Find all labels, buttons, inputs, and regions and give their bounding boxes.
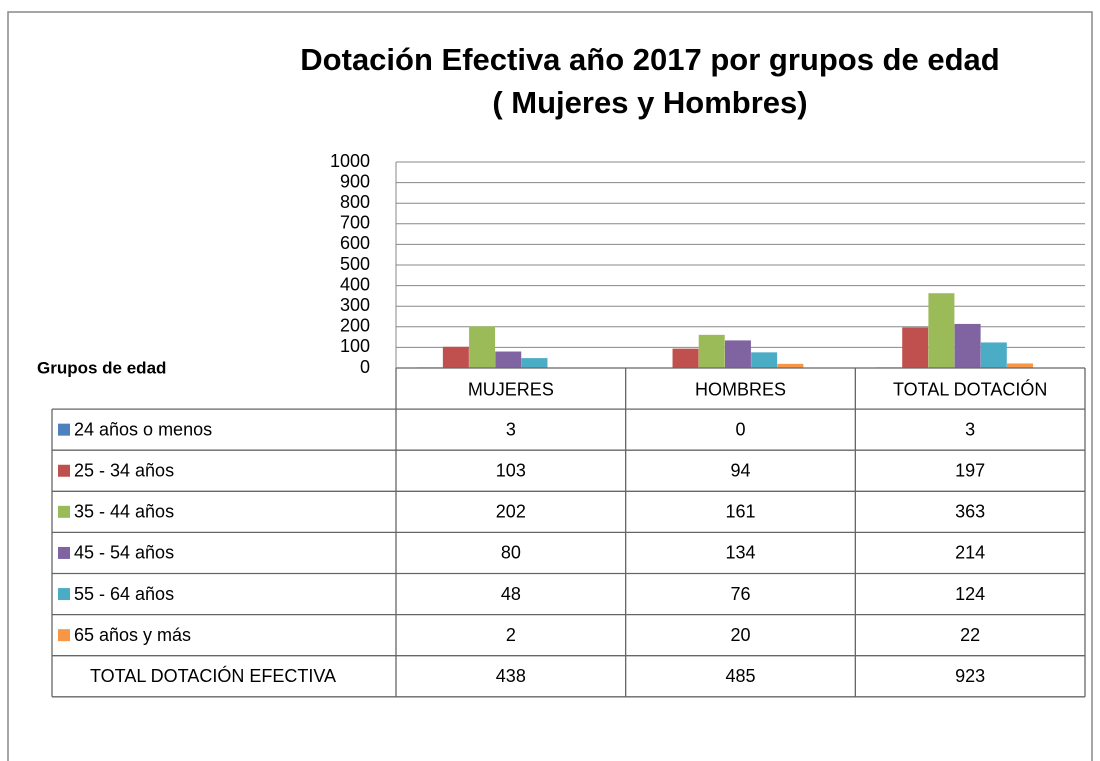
legend-label: 45 - 54 años bbox=[74, 543, 174, 563]
y-tick-label: 200 bbox=[340, 316, 370, 336]
legend-label: 35 - 44 años bbox=[74, 502, 174, 522]
table-cell: 20 bbox=[730, 625, 750, 645]
chart-frame bbox=[7, 11, 1093, 761]
table-cell: 485 bbox=[725, 666, 755, 686]
legend-label: 25 - 34 años bbox=[74, 461, 174, 481]
chart-title: Dotación Efectiva año 2017 por grupos de… bbox=[300, 42, 999, 77]
table-cell: 3 bbox=[506, 419, 516, 439]
legend-key bbox=[58, 423, 70, 436]
legend-key bbox=[58, 588, 70, 601]
table-cell: 0 bbox=[735, 419, 745, 439]
y-tick-label: 100 bbox=[340, 336, 370, 356]
table-cell: 3 bbox=[965, 419, 975, 439]
table-cell: 923 bbox=[955, 666, 985, 686]
legend-key bbox=[58, 629, 70, 642]
table-cell: 363 bbox=[955, 502, 985, 522]
bar bbox=[1007, 363, 1034, 368]
bar bbox=[469, 326, 496, 368]
table-cell: 438 bbox=[496, 666, 526, 686]
table-cell: 22 bbox=[960, 625, 980, 645]
table-cell: 76 bbox=[730, 584, 750, 604]
legend-label: 55 - 64 años bbox=[74, 584, 174, 604]
y-tick-label: 500 bbox=[340, 254, 370, 274]
bar bbox=[495, 351, 522, 368]
y-tick-label: 900 bbox=[340, 171, 370, 191]
legend-key bbox=[58, 464, 70, 477]
bar bbox=[521, 358, 548, 368]
y-tick-label: 0 bbox=[360, 357, 370, 377]
bar bbox=[698, 334, 725, 368]
chart-subtitle: ( Mujeres y Hombres) bbox=[492, 85, 807, 120]
bar bbox=[777, 363, 804, 368]
legend-key bbox=[58, 546, 70, 559]
y-tick-label: 400 bbox=[340, 274, 370, 294]
legend-key bbox=[58, 505, 70, 518]
table-cell: 197 bbox=[955, 461, 985, 481]
bar bbox=[902, 327, 929, 368]
bar bbox=[724, 340, 751, 368]
legend-label: 65 años y más bbox=[74, 625, 191, 645]
bar bbox=[980, 342, 1007, 368]
y-tick-label: 600 bbox=[340, 233, 370, 253]
bar bbox=[954, 323, 981, 368]
total-label: TOTAL DOTACIÓN EFECTIVA bbox=[90, 665, 336, 686]
x-axis-title: Grupos de edad bbox=[37, 358, 166, 377]
bar bbox=[672, 348, 699, 368]
x-tick-label: HOMBRES bbox=[695, 379, 786, 399]
x-tick-label: MUJERES bbox=[468, 379, 554, 399]
table-cell: 134 bbox=[725, 543, 755, 563]
bar bbox=[928, 293, 955, 368]
y-tick-label: 1000 bbox=[330, 151, 370, 171]
table-cell: 48 bbox=[501, 584, 521, 604]
bar bbox=[751, 352, 778, 368]
table-cell: 124 bbox=[955, 584, 985, 604]
table-cell: 202 bbox=[496, 502, 526, 522]
table-cell: 80 bbox=[501, 543, 521, 563]
y-tick-label: 800 bbox=[340, 192, 370, 212]
table-cell: 94 bbox=[730, 461, 750, 481]
y-tick-label: 300 bbox=[340, 295, 370, 315]
legend-label: 24 años o menos bbox=[74, 419, 212, 439]
y-tick-label: 700 bbox=[340, 213, 370, 233]
table-cell: 161 bbox=[725, 502, 755, 522]
table-cell: 103 bbox=[496, 461, 526, 481]
table-cell: 214 bbox=[955, 543, 985, 563]
x-tick-label: TOTAL DOTACIÓN bbox=[893, 378, 1047, 399]
table-cell: 2 bbox=[506, 625, 516, 645]
bar bbox=[442, 346, 469, 368]
